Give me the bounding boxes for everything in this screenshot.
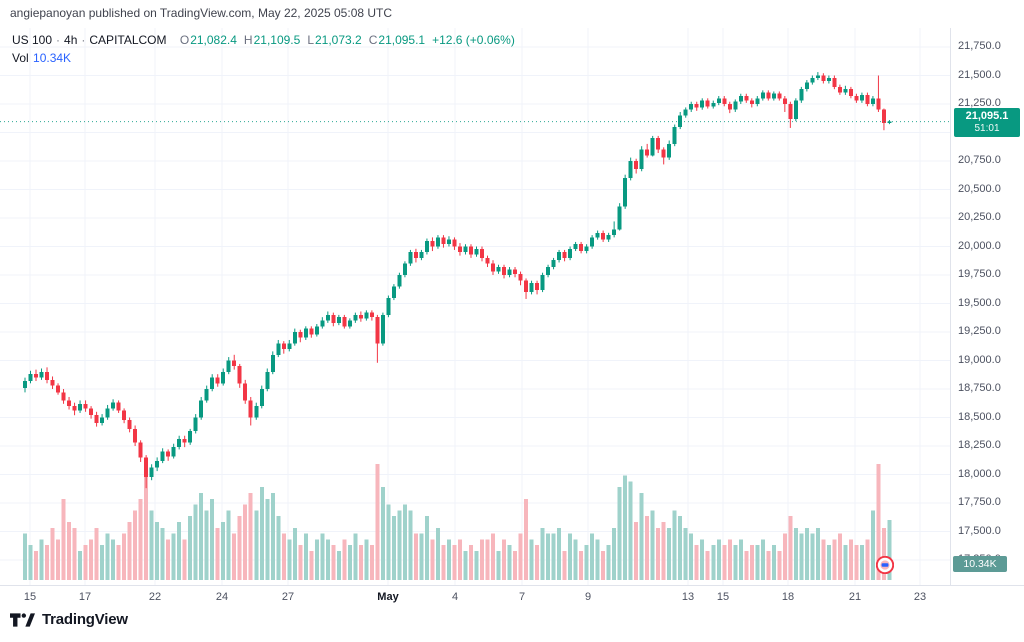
legend-symbol-row: US 100 · 4h · CAPITALCOM O21,082.4 H21,109.5 L… (12, 33, 515, 47)
time-axis-label: 17 (78, 591, 92, 603)
time-axis-label: 23 (913, 591, 927, 603)
price-axis[interactable]: 21,095.1 51:01 10.34K 21,750.0 21,500.0 21… (950, 28, 1024, 585)
price-axis-label: 21,500.0 (958, 68, 1001, 81)
price-axis-label: 17,750.0 (958, 496, 1001, 508)
ohlc-values: O21,082.4 H21,109.5 L21,073.2 C21,095.1 +12.… (180, 33, 515, 47)
time-axis-label: May (377, 591, 399, 603)
time-axis[interactable]: 15 17 22 24 27 May 4 7 9 13 15 18 21 23 (0, 585, 1024, 609)
volume-axis-badge: 10.34K (953, 556, 1007, 572)
time-axis-label: 13 (681, 591, 695, 603)
price-axis-label: 17,500.0 (958, 524, 1001, 537)
interval-label[interactable]: 4h (64, 33, 78, 47)
price-axis-label: 20,250.0 (958, 211, 1001, 223)
legend-separator: · (56, 33, 61, 47)
price-axis-label: 19,500.0 (958, 296, 1001, 309)
close-label: C (368, 33, 378, 47)
time-axis-label: 22 (148, 591, 162, 603)
high-label: H (243, 33, 253, 47)
bar-countdown: 51:01 (974, 122, 1000, 134)
tradingview-logo-icon[interactable] (10, 612, 35, 627)
price-axis-label: 21,250.0 (958, 97, 1001, 109)
chart-legend: US 100 · 4h · CAPITALCOM O21,082.4 H21,109.5 L… (12, 33, 515, 65)
time-axis-label: 27 (281, 591, 295, 603)
reaction-icons (876, 556, 915, 574)
price-axis-label: 18,000.0 (958, 467, 1001, 480)
price-axis-label: 19,250.0 (958, 325, 1001, 337)
price-axis-label: 20,000.0 (958, 239, 1001, 252)
time-axis-label: 4 (451, 591, 459, 603)
exchange-label: CAPITALCOM (89, 33, 167, 47)
candlestick-plot[interactable] (0, 28, 950, 585)
low-label: L (307, 33, 314, 47)
price-axis-label: 20,750.0 (958, 154, 1001, 166)
open-value: 21,082.4 (190, 33, 237, 47)
tradingview-wordmark[interactable]: TradingView (42, 611, 128, 628)
low-value: 21,073.2 (315, 33, 362, 47)
price-axis-label: 18,250.0 (958, 439, 1001, 451)
legend-volume-row: Vol 10.34K (12, 51, 515, 65)
price-axis-label: 18,750.0 (958, 382, 1001, 394)
change-value: +12.6 (+0.06%) (432, 33, 515, 47)
time-axis-label: 15 (23, 591, 37, 603)
last-price-value: 21,095.1 (965, 109, 1009, 122)
time-axis-label: 15 (716, 591, 730, 603)
open-label: O (179, 33, 190, 47)
volume-value: 10.34K (33, 51, 72, 65)
price-axis-label: 19,000.0 (958, 353, 1001, 366)
price-axis-label: 20,500.0 (958, 182, 1001, 195)
target-reaction-icon[interactable] (876, 556, 915, 574)
symbol-name[interactable]: US 100 (12, 33, 53, 47)
high-value: 21,109.5 (253, 33, 301, 47)
time-axis-label: 9 (584, 591, 592, 603)
tradingview-footer: TradingView (10, 611, 128, 628)
price-axis-label: 21,750.0 (958, 40, 1001, 52)
price-axis-label: 18,500.0 (958, 410, 1001, 423)
close-value: 21,095.1 (378, 33, 426, 47)
last-price-badge: 21,095.1 51:01 (954, 107, 1020, 137)
volume-label: Vol (12, 51, 29, 65)
time-axis-label: 18 (781, 591, 795, 603)
publish-attribution: angiepanoyan published on TradingView.co… (10, 6, 393, 20)
time-axis-label: 7 (518, 591, 526, 603)
time-axis-label: 21 (848, 591, 862, 603)
price-chart[interactable]: US 100 · 4h · CAPITALCOM O21,082.4 H21,109.5 L… (0, 28, 950, 585)
time-axis-label: 24 (215, 591, 229, 603)
price-axis-label: 19,750.0 (958, 268, 1001, 280)
legend-separator: · (81, 33, 86, 47)
